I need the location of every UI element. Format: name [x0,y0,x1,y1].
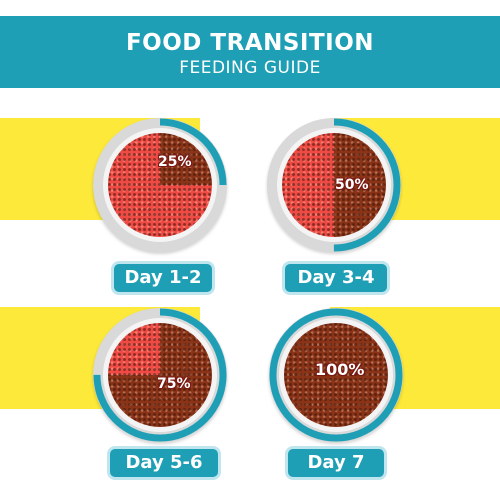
progress-arc-2 [267,118,401,252]
bowl-rim-2 [277,128,391,242]
header-banner [0,16,500,88]
percent-label-4: 100% [315,360,365,379]
day-label-3: Day 5-6 [107,446,221,480]
bowl-rim-4 [279,318,393,432]
percent-label-2: 50% [335,177,369,193]
day-label-4: Day 7 [285,446,387,480]
bowl-stage-3: 75% [93,308,227,442]
progress-arc-stroke-2 [267,118,401,252]
percent-label-1: 25% [158,154,192,170]
bowl-stage-2: 50% [267,118,401,252]
bowl-rim-3 [103,318,217,432]
food-mix-3 [108,323,212,427]
food-mix-4 [284,323,388,427]
progress-arc-stroke-3 [93,308,227,442]
progress-arc-1 [93,118,227,252]
day-label-2: Day 3-4 [282,261,390,295]
percent-label-3: 75% [157,376,191,392]
bowl-rim-1 [103,128,217,242]
header-subtitle: FEEDING GUIDE [179,58,321,78]
food-mix-1 [108,133,212,237]
day-label-1: Day 1-2 [111,261,215,295]
progress-arc-stroke-4 [269,308,403,442]
bowl-stage-1: 25% [93,118,227,252]
header-title: FOOD TRANSITION [125,30,375,56]
food-mix-2 [282,133,386,237]
bowl-stage-4: 100% [269,308,403,442]
progress-arc-stroke-1 [93,118,227,252]
progress-arc-4 [269,308,403,442]
progress-arc-3 [93,308,227,442]
